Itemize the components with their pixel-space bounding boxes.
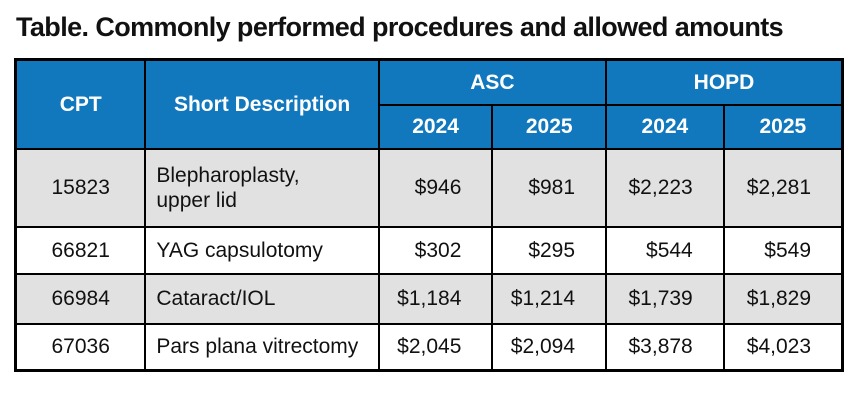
cpt-cell: 66821 [14, 226, 147, 276]
table-row: 15823 Blepharoplasty, upper lid $946 $98… [14, 148, 844, 229]
hopd-2024-cell: $3,878 [605, 323, 725, 372]
header-group-row: CPT Short Description ASC HOPD [14, 58, 844, 151]
hopd-2024-cell: $544 [605, 226, 725, 276]
asc-2024-cell: $2,045 [377, 323, 494, 372]
asc-2025-cell: $981 [491, 148, 608, 229]
col-header-cpt: CPT [14, 58, 147, 151]
table-title: Table. Commonly performed procedures and… [16, 12, 784, 42]
description-cell: YAG capsulotomy [144, 226, 380, 276]
col-header-asc-2025: 2025 [491, 104, 608, 151]
hopd-2025-cell: $2,281 [722, 148, 844, 229]
description-cell: Blepharoplasty, upper lid [144, 148, 380, 229]
table-row: 67036 Pars plana vitrectomy $2,045 $2,09… [14, 323, 844, 372]
cpt-cell: 66984 [14, 273, 147, 326]
cpt-cell: 67036 [14, 323, 147, 372]
asc-2025-cell: $295 [491, 226, 608, 276]
col-group-hopd: HOPD [605, 58, 844, 107]
col-header-asc-2024: 2024 [377, 104, 494, 151]
asc-2025-cell: $2,094 [491, 323, 608, 372]
asc-2024-cell: $1,184 [377, 273, 494, 326]
hopd-2025-cell: $1,829 [722, 273, 844, 326]
table-body: 15823 Blepharoplasty, upper lid $946 $98… [14, 148, 844, 372]
col-header-hopd-2025: 2025 [722, 104, 844, 151]
hopd-2024-cell: $1,739 [605, 273, 725, 326]
asc-2025-cell: $1,214 [491, 273, 608, 326]
asc-2024-cell: $946 [377, 148, 494, 229]
hopd-2024-cell: $2,223 [605, 148, 725, 229]
col-header-short-description: Short Description [144, 58, 380, 151]
table-row: 66984 Cataract/IOL $1,184 $1,214 $1,739 … [14, 273, 844, 326]
hopd-2025-cell: $4,023 [722, 323, 844, 372]
procedures-table: CPT Short Description ASC HOPD 2024 2025… [14, 57, 844, 372]
asc-2024-cell: $302 [377, 226, 494, 276]
hopd-2025-cell: $549 [722, 226, 844, 276]
description-cell: Cataract/IOL [144, 273, 380, 326]
table-row: 66821 YAG capsulotomy $302 $295 $544 $54… [14, 226, 844, 276]
header-year-row: 2024 2025 2024 2025 [16, 104, 844, 151]
col-group-asc: ASC [377, 58, 608, 107]
cpt-cell: 15823 [14, 148, 147, 229]
table-header: CPT Short Description ASC HOPD 2024 2025… [14, 58, 844, 151]
description-cell: Pars plana vitrectomy [144, 323, 380, 372]
col-header-hopd-2024: 2024 [605, 104, 725, 151]
